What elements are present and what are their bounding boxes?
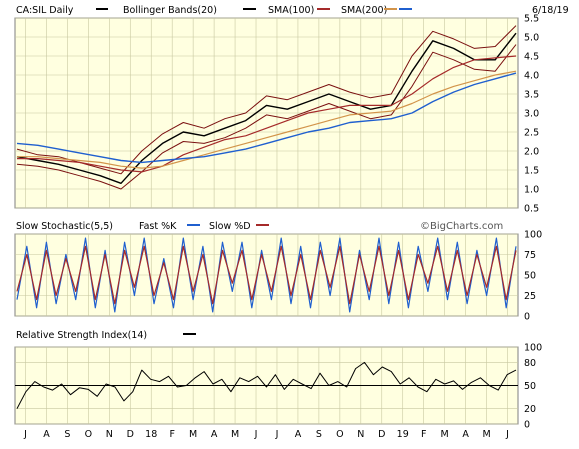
x-tick-label: A xyxy=(462,429,469,440)
copyright-label: ©BigCharts.com xyxy=(420,221,503,232)
rsi-y-ticks: 100 80 50 20 0 xyxy=(524,343,542,431)
rsi-title: Relative Strength Index(14) xyxy=(16,330,147,341)
legend-bollinger-label: Bollinger Bands(20) xyxy=(123,5,217,16)
y-tick-label: 4.5 xyxy=(524,52,539,63)
legend-slowd-label: Slow %D xyxy=(209,221,251,232)
x-tick-label: N xyxy=(106,429,113,440)
y-tick-label: 3.0 xyxy=(524,109,539,120)
price-y-ticks: 5.5 5.0 4.5 4.0 3.5 3.0 2.5 2.0 1.5 1.0 0.5 xyxy=(524,14,539,215)
x-tick-label: J xyxy=(275,429,279,440)
series-line-0-2 xyxy=(16,44,517,190)
x-tick-label: F xyxy=(169,429,174,440)
y-tick-label: 1.5 xyxy=(524,166,539,177)
price-grid xyxy=(15,17,518,209)
y-tick-label: 100 xyxy=(524,343,542,354)
x-tick-label: F xyxy=(421,429,426,440)
y-tick-label: 2.0 xyxy=(524,147,539,158)
y-tick-label: 80 xyxy=(524,358,536,369)
x-tick-label: M xyxy=(189,429,197,440)
price-panel: 5.5 5.0 4.5 4.0 3.5 3.0 2.5 2.0 1.5 1.0 0.5 CA:SIL… xyxy=(14,5,569,215)
x-tick-label: 18 xyxy=(145,429,157,440)
y-tick-label: 4.0 xyxy=(524,71,539,82)
y-tick-label: 50 xyxy=(524,381,536,392)
y-tick-label: 2.5 xyxy=(524,128,539,139)
x-tick-label: M xyxy=(482,429,490,440)
x-tick-label: M xyxy=(441,429,449,440)
series-line-0-5 xyxy=(16,72,517,164)
series-line-1-1 xyxy=(16,245,517,305)
y-tick-label: 3.5 xyxy=(524,90,539,101)
y-tick-label: 5.5 xyxy=(524,14,539,25)
series-line-0-0 xyxy=(16,32,517,185)
x-axis: J A S O N D 18 F M A M J J A S O N D 19 F M A M J xyxy=(23,429,509,440)
x-tick-label: D xyxy=(127,429,134,440)
x-tick-label: M xyxy=(231,429,239,440)
legend-sma200-label: SMA(200) xyxy=(341,5,387,16)
y-tick-label: 50 xyxy=(524,271,536,282)
x-tick-label: J xyxy=(254,429,258,440)
x-tick-label: O xyxy=(85,429,92,440)
legend-sma100-label: SMA(100) xyxy=(268,5,314,16)
y-tick-label: 0.5 xyxy=(524,204,539,215)
x-tick-label: A xyxy=(211,429,218,440)
x-tick-label: A xyxy=(295,429,302,440)
y-tick-label: 5.0 xyxy=(524,33,539,44)
y-tick-label: 0 xyxy=(524,420,530,431)
x-tick-label: S xyxy=(64,429,70,440)
series-line-0-3 xyxy=(17,55,517,173)
y-tick-label: 0 xyxy=(524,312,530,323)
y-tick-label: 20 xyxy=(524,404,536,415)
chart-date: 6/18/19 xyxy=(532,5,569,16)
x-tick-label: A xyxy=(43,429,50,440)
price-series-group xyxy=(16,25,517,190)
stochastic-y-ticks: 100 75 50 25 0 xyxy=(524,230,542,323)
series-line-2-0 xyxy=(16,361,517,409)
series-line-0-4 xyxy=(17,70,517,169)
y-tick-label: 100 xyxy=(524,230,542,241)
series-line-0-1 xyxy=(16,25,517,175)
rsi-grid xyxy=(15,346,518,425)
x-tick-label: O xyxy=(336,429,343,440)
y-tick-label: 25 xyxy=(524,291,536,302)
legend-fastk-label: Fast %K xyxy=(139,221,177,232)
x-tick-label: N xyxy=(357,429,364,440)
x-tick-label: D xyxy=(378,429,385,440)
symbol-label: CA:SIL Daily xyxy=(16,5,74,16)
x-tick-label: S xyxy=(316,429,322,440)
y-tick-label: 1.0 xyxy=(524,185,539,196)
stochastic-title: Slow Stochastic(5,5) xyxy=(16,221,113,232)
y-tick-label: 75 xyxy=(524,250,536,261)
x-tick-label: J xyxy=(23,429,27,440)
x-tick-label: 19 xyxy=(397,429,409,440)
rsi-series-group xyxy=(16,361,517,409)
rsi-panel: 100 80 50 20 0 Relative Strength Index(14) xyxy=(14,330,542,431)
stochastic-series-group xyxy=(16,237,517,313)
x-tick-label: J xyxy=(505,429,509,440)
